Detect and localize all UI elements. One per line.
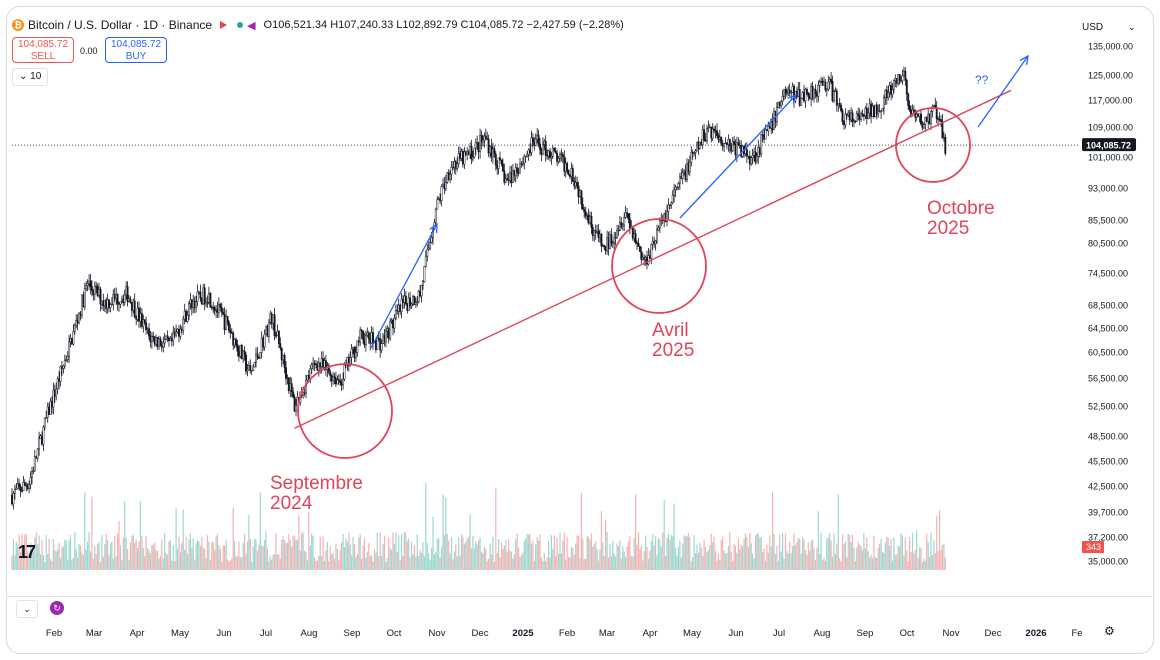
indicators-toggle[interactable]: ⌄ 10 [12,68,49,86]
sell-label: SELL [30,51,56,62]
buy-button[interactable]: 104,085.72 BUY [105,37,167,63]
buy-price: 104,085.72 [110,39,162,50]
market-status-icon [237,22,244,28]
indicator-count: 10 [30,71,42,82]
buy-label: BUY [125,51,147,62]
share-icon[interactable]: ◀ [247,19,256,32]
flag-icon[interactable] [220,21,228,29]
ohlc-values: O106,521.34 H107,240.33 L102,892.79 C104… [263,19,624,31]
currency-caret-icon[interactable]: ⌄ [1128,22,1136,32]
chart-frame [6,6,1154,654]
chart-header: ₿ Bitcoin / U.S. Dollar · 1D · Binance ◀… [12,18,624,32]
bottom-divider [6,596,1152,597]
currency-label[interactable]: USD [1082,22,1104,33]
spread-value: 0.00 [80,46,98,56]
sell-button[interactable]: 104,085.72 SELL [12,37,74,63]
bitcoin-icon: ₿ [12,19,24,31]
gear-icon[interactable]: ⚙ [1104,624,1115,638]
chevron-down-icon: ⌄ [19,71,28,82]
replay-icon[interactable]: ↻ [50,601,64,615]
symbol-title[interactable]: Bitcoin / U.S. Dollar · 1D · Binance [28,18,213,32]
collapse-button[interactable]: ⌄ [16,600,38,618]
tradingview-logo: 17 [18,542,36,562]
sell-price: 104,085.72 [17,39,69,50]
